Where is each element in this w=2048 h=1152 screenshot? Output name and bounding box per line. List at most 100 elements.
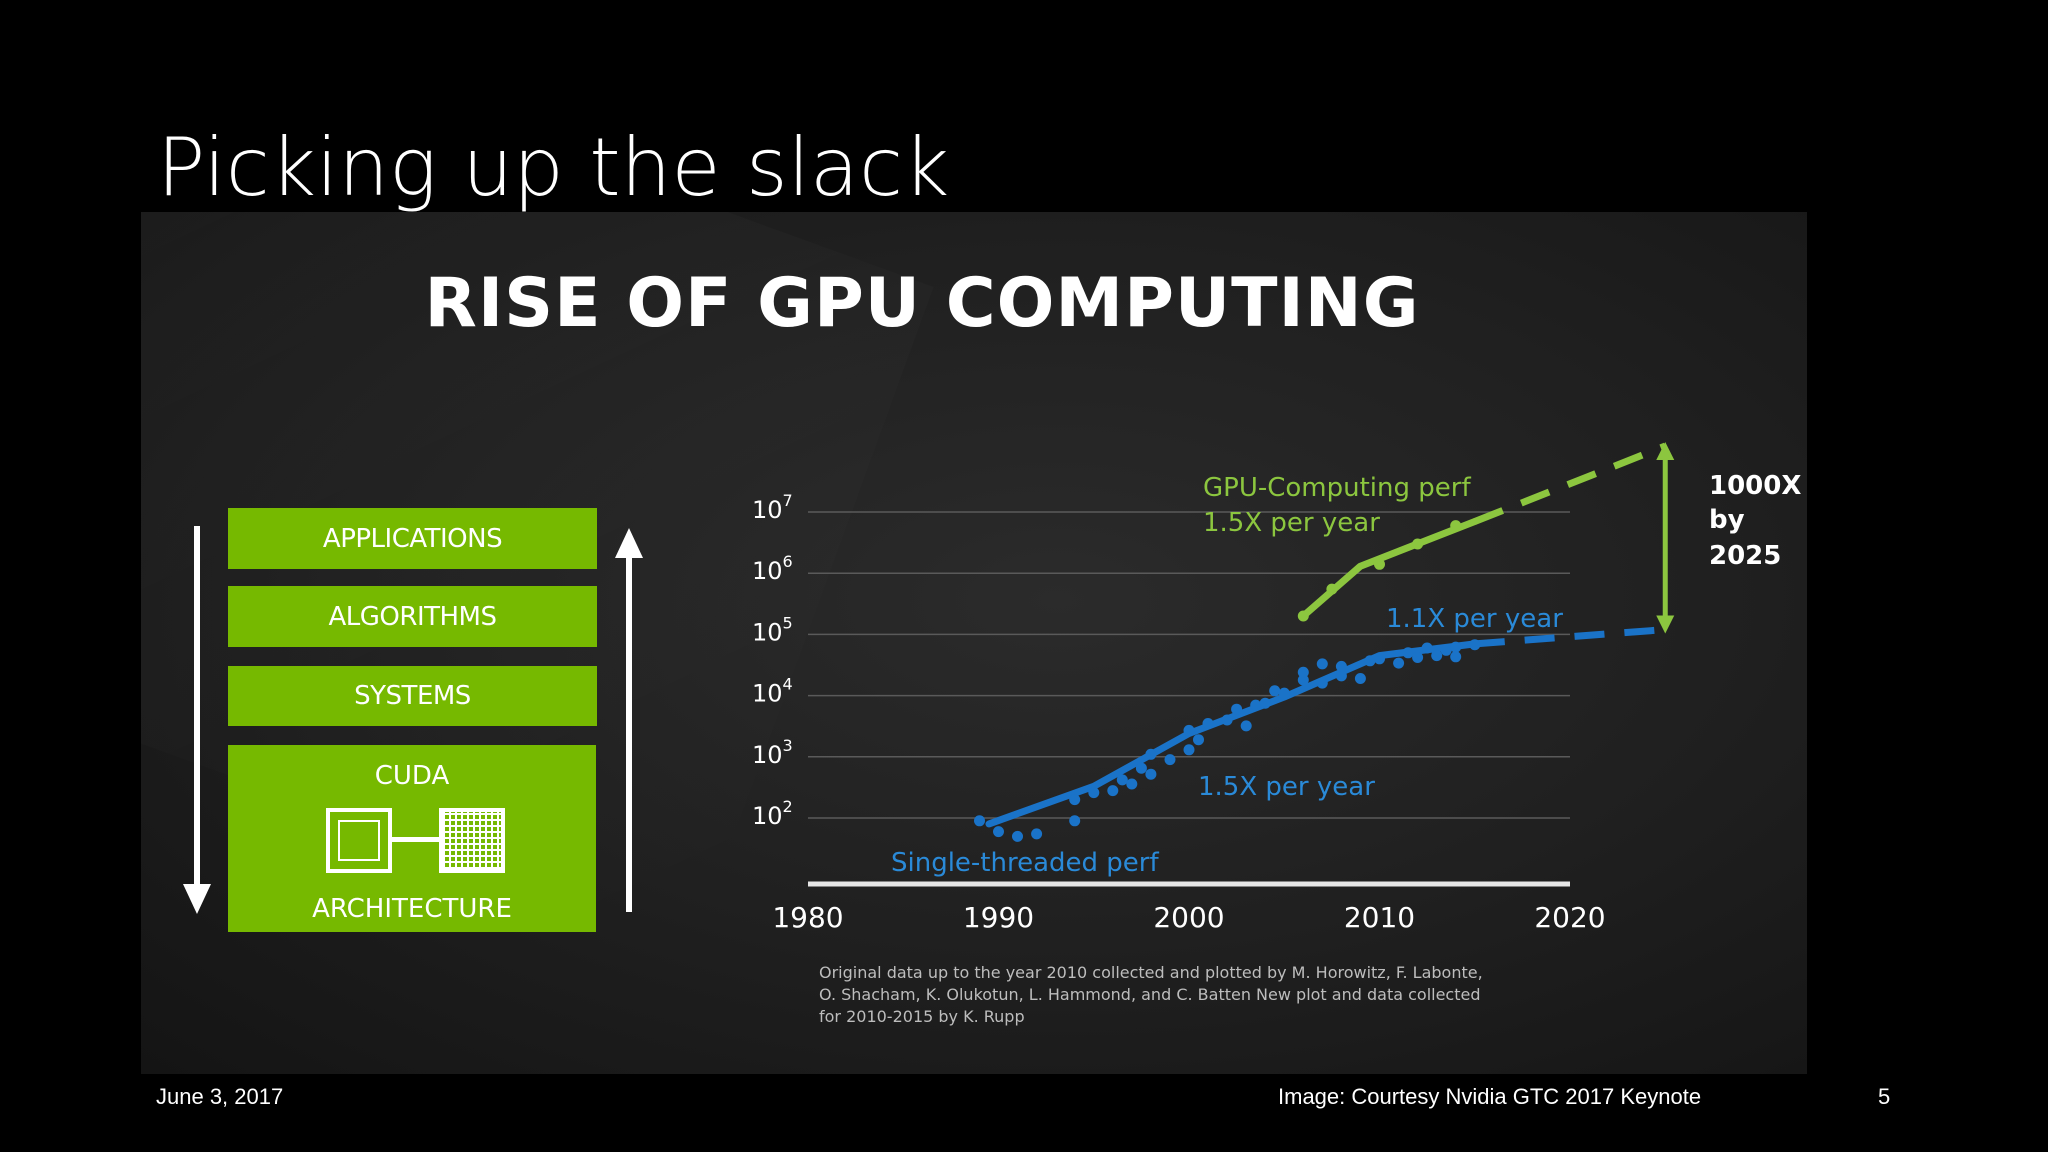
data-point	[1269, 685, 1281, 697]
gap-arrow-head-up	[1656, 441, 1675, 460]
data-point	[1031, 828, 1043, 840]
gpu-chip-icon	[439, 808, 505, 873]
data-point	[1221, 714, 1233, 726]
data-point	[1335, 660, 1347, 672]
performance-chart: 107 106 105 104 103 102 1980 1990 2000 2010 2020 G…	[752, 441, 1801, 1026]
data-point	[1278, 687, 1290, 699]
x-tick-label: 1990	[963, 901, 1034, 934]
data-point	[1145, 748, 1157, 760]
data-point	[1135, 762, 1147, 774]
y-tick-label: 103	[752, 736, 793, 769]
cpu-recent-rate-label: 1.1X per year	[1386, 604, 1563, 634]
down-arrow-icon	[183, 526, 211, 914]
x-tick-label: 1980	[772, 901, 843, 934]
slide-title: Picking up the slack	[157, 121, 950, 214]
footer-date: June 3, 2017	[156, 1084, 284, 1109]
x-tick-label: 2010	[1344, 901, 1415, 934]
series-line	[1299, 518, 1479, 620]
data-point	[1069, 815, 1081, 827]
gap-label-line1: 1000X	[1709, 471, 1801, 501]
data-point	[1250, 699, 1262, 711]
data-point	[1202, 718, 1214, 729]
y-tick-exponent: 2	[783, 797, 793, 816]
data-point	[1297, 674, 1309, 686]
footer-credit: Image: Courtesy Nvidia GTC 2017 Keynote	[1278, 1084, 1702, 1109]
data-point	[1107, 785, 1119, 797]
data-point	[1297, 610, 1309, 622]
data-point	[1316, 677, 1328, 689]
data-point	[1335, 670, 1347, 682]
data-point	[1393, 657, 1405, 669]
data-point	[1469, 639, 1481, 651]
gpu-rate-label: 1.5X per year	[1203, 508, 1380, 538]
series-projection-line	[1473, 442, 1667, 525]
y-tick-label: 102	[752, 797, 793, 830]
gpu-label: GPU-Computing perf	[1203, 473, 1471, 503]
data-point	[1450, 641, 1462, 653]
data-point	[1364, 655, 1376, 667]
series-projection-line	[1474, 626, 1666, 648]
data-point	[1450, 520, 1462, 532]
stack-item-applications: APPLICATIONS	[228, 508, 597, 569]
up-arrow-icon	[615, 528, 643, 912]
citation-line: for 2010-2015 by K. Rupp	[819, 1007, 1025, 1026]
series-line	[985, 640, 1479, 828]
figure-title: RISE OF GPU COMPUTING	[424, 264, 1420, 343]
data-point	[1412, 538, 1424, 550]
gap-label-line2: by	[1709, 505, 1745, 535]
y-tick-exponent: 7	[783, 491, 793, 510]
y-tick-exponent: 4	[783, 675, 793, 694]
data-point	[1440, 644, 1452, 656]
data-point	[1183, 744, 1195, 756]
architecture-label: ARCHITECTURE	[312, 894, 512, 924]
y-tick-label: 104	[752, 675, 793, 708]
data-point	[1326, 583, 1338, 595]
cpu-chip-icon	[326, 808, 392, 873]
data-point	[1412, 652, 1424, 663]
gap-arrow-head-down	[1656, 615, 1675, 634]
x-tick-label: 2020	[1534, 901, 1605, 934]
data-point	[1297, 666, 1309, 678]
data-point	[974, 815, 985, 827]
data-point	[1193, 734, 1204, 746]
figure-image: RISE OF GPU COMPUTING APPLICATIONS ALGOR…	[141, 212, 1807, 1074]
y-tick-label: 105	[752, 613, 793, 646]
data-point	[1402, 647, 1414, 659]
stack-item-cuda-architecture: CUDA ARCHITECTURE	[228, 745, 596, 932]
series-gpu-computing	[1297, 442, 1667, 622]
cuda-label: CUDA	[374, 761, 450, 791]
data-point	[993, 826, 1004, 838]
y-tick-label: 107	[752, 491, 793, 524]
y-tick-exponent: 3	[783, 736, 793, 755]
data-point	[1231, 703, 1243, 715]
stack-item-algorithms: ALGORITHMS	[228, 586, 597, 647]
cpu-early-rate-label: 1.5X per year	[1198, 772, 1375, 802]
citation-line: O. Shacham, K. Olukotun, L. Hammond, and…	[819, 985, 1481, 1004]
y-tick-label: 106	[752, 552, 793, 585]
data-point	[1069, 794, 1081, 806]
data-point	[1316, 658, 1328, 670]
data-point	[1012, 830, 1023, 842]
data-point	[1259, 697, 1271, 709]
stack-item-systems: SYSTEMS	[228, 666, 597, 726]
data-point	[1374, 558, 1385, 570]
chip-link-line	[392, 837, 439, 842]
data-point	[1450, 651, 1462, 663]
data-point	[1374, 653, 1385, 665]
y-tick-exponent: 5	[783, 613, 793, 632]
series-single-threaded	[974, 626, 1666, 842]
gap-label-line3: 2025	[1709, 541, 1781, 571]
cpu-label: Single-threaded perf	[891, 848, 1159, 878]
y-tick-exponent: 6	[783, 552, 793, 571]
data-point	[1126, 778, 1138, 790]
x-tick-label: 2000	[1153, 901, 1224, 934]
data-point	[1354, 673, 1366, 684]
footer-page-number: 5	[1878, 1084, 1891, 1109]
data-point	[1240, 720, 1252, 732]
data-point	[1116, 774, 1128, 786]
data-point	[1145, 768, 1157, 780]
data-point	[1431, 650, 1443, 662]
data-point	[1164, 754, 1176, 766]
data-point	[1088, 787, 1100, 799]
citation-line: Original data up to the year 2010 collec…	[819, 963, 1483, 982]
